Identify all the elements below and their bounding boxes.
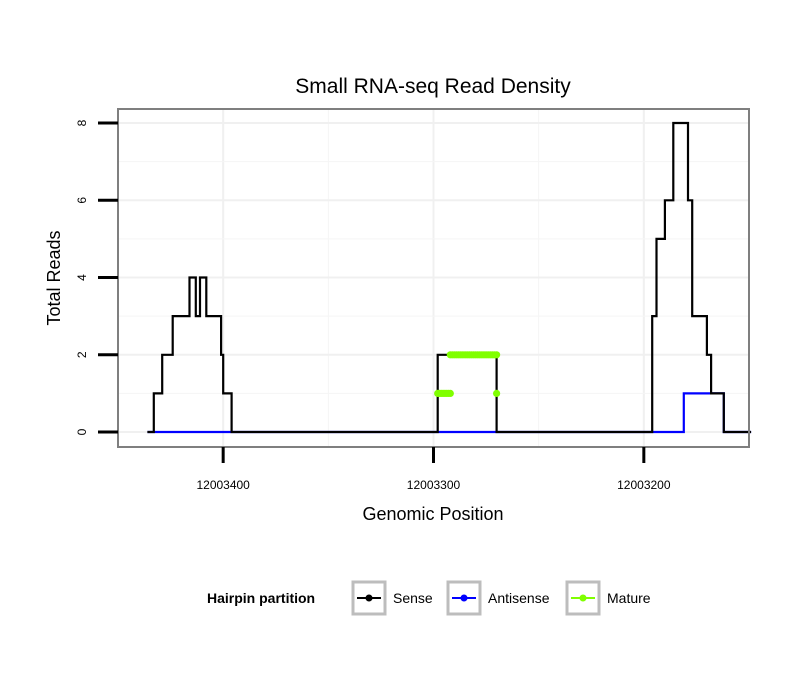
x-tick-label: 12003300 — [407, 478, 461, 492]
series-line-sense — [147, 121, 752, 434]
y-tick-label: 8 — [75, 119, 89, 126]
y-axis: 0 2 4 6 8 — [75, 119, 118, 435]
x-axis-label: Genomic Position — [362, 504, 503, 524]
chart-title: Small RNA-seq Read Density — [295, 75, 571, 98]
legend-label-antisense: Antisense — [488, 590, 550, 606]
series-point-mature — [446, 389, 454, 397]
x-axis: 12003400 12003300 12003200 — [196, 447, 671, 492]
y-tick-label: 0 — [75, 428, 89, 435]
legend-dot-sense — [365, 594, 373, 602]
series-point-mature — [493, 389, 501, 397]
legend: Hairpin partition Sense Antisense Mature — [207, 580, 651, 616]
y-axis-label: Total Reads — [44, 230, 64, 325]
legend-dot-antisense — [460, 594, 468, 602]
legend-title: Hairpin partition — [207, 590, 315, 606]
legend-label-sense: Sense — [393, 590, 433, 606]
legend-dot-mature — [579, 594, 587, 602]
legend-label-mature: Mature — [607, 590, 651, 606]
plot-panel — [117, 108, 752, 448]
x-tick-label: 12003400 — [196, 478, 250, 492]
y-tick-label: 4 — [75, 274, 89, 281]
series-layer — [147, 121, 752, 434]
y-tick-label: 6 — [75, 197, 89, 204]
legend-item-sense: Sense — [351, 580, 433, 616]
series-point-mature — [493, 351, 501, 359]
legend-item-antisense: Antisense — [446, 580, 550, 616]
x-tick-label: 12003200 — [617, 478, 671, 492]
legend-item-mature: Mature — [565, 580, 651, 616]
y-tick-label: 2 — [75, 351, 89, 358]
